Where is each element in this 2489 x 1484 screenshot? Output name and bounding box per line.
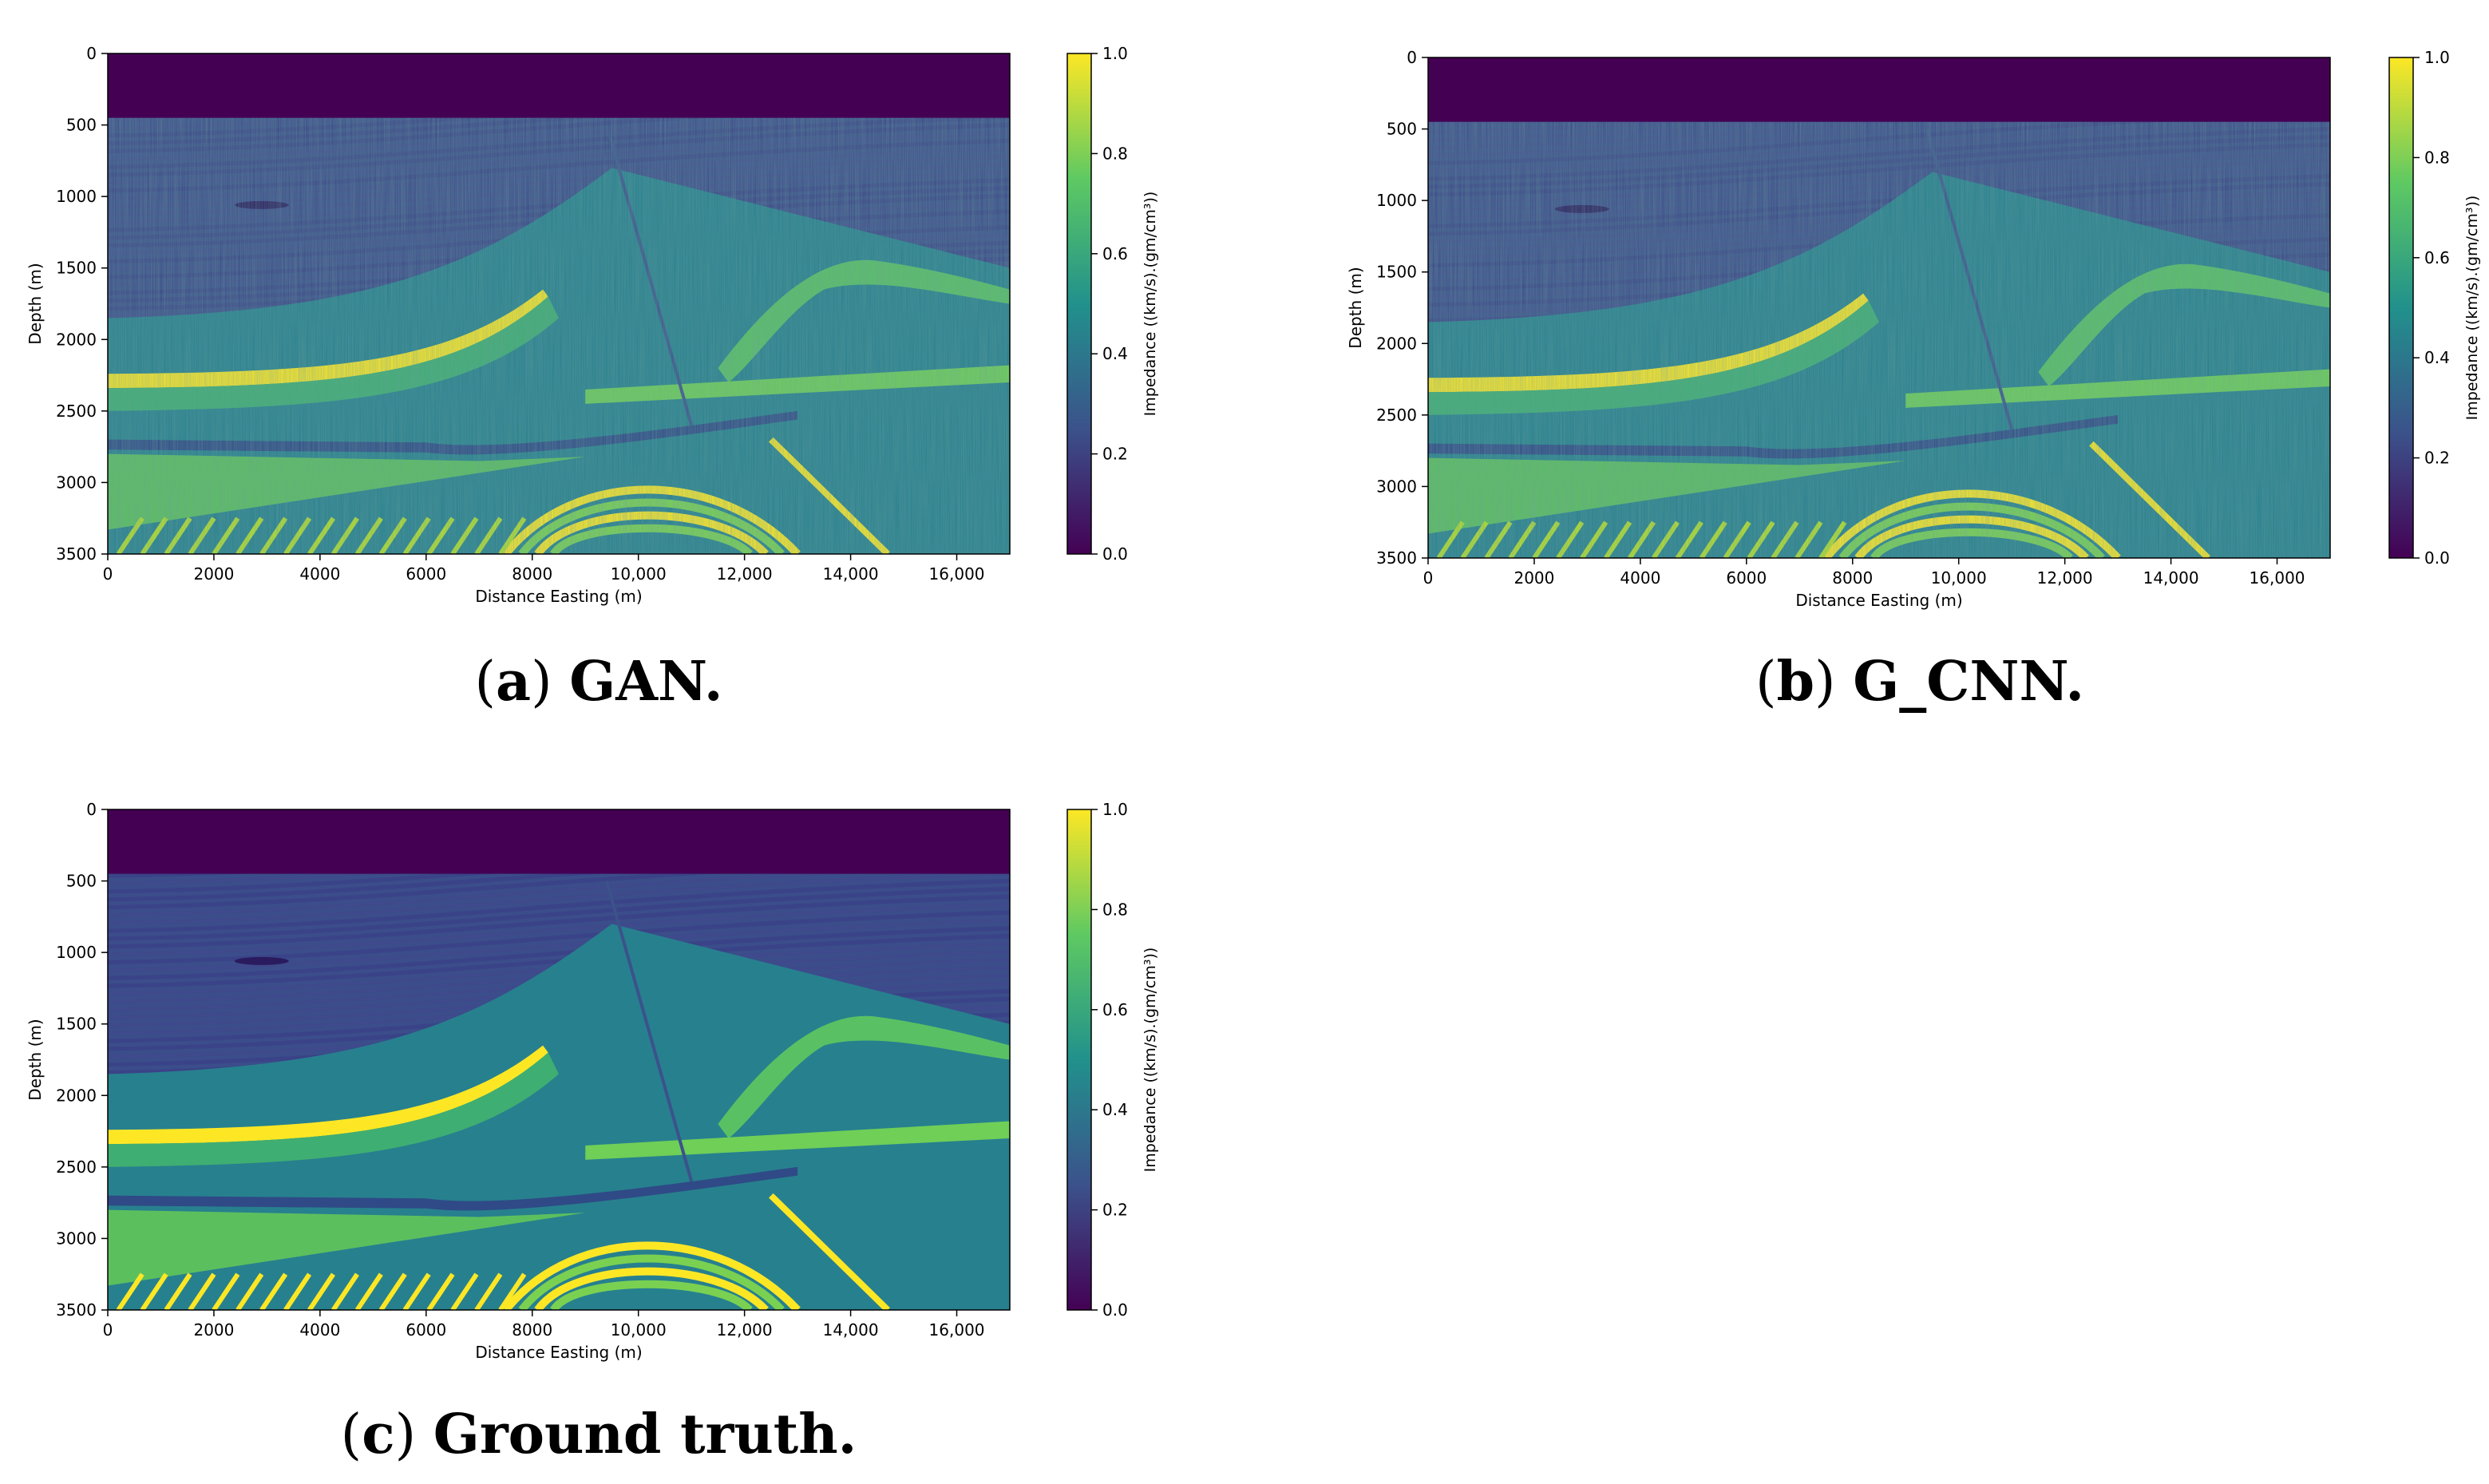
y-tick-label: 1000 bbox=[56, 943, 97, 962]
y-tick-label: 2500 bbox=[56, 402, 97, 421]
panel-c: 0 2000 4000 6000 8000 10,000 12,000 14,000 16,00… bbox=[26, 800, 1159, 1466]
x-tick-label: 4000 bbox=[299, 564, 340, 584]
panel-caption: (b) G_CNN. bbox=[1755, 650, 2084, 714]
y-tick-label: 0 bbox=[1407, 48, 1417, 67]
y-tick-label: 1000 bbox=[1376, 191, 1417, 210]
y-tick-label: 1500 bbox=[56, 259, 97, 278]
x-tick-label: 4000 bbox=[1620, 568, 1660, 588]
colorbar-tick-label: 0.0 bbox=[1102, 1300, 1128, 1320]
x-tick-label: 4000 bbox=[299, 1320, 340, 1340]
plot-frame bbox=[107, 809, 1011, 1311]
colorbar-label: Impedance ((km/s).(gm/cm³)) bbox=[2463, 196, 2481, 421]
y-tick-label: 2000 bbox=[1376, 334, 1417, 353]
y-tick-label: 3500 bbox=[56, 1300, 97, 1320]
x-tick-label: 16,000 bbox=[2250, 568, 2305, 588]
colorbar bbox=[2388, 57, 2414, 559]
panel-b: 0 2000 4000 6000 8000 10,000 12,000 14,000 16,00… bbox=[1346, 48, 2481, 714]
colorbar-tick-label: 0.0 bbox=[1102, 544, 1128, 564]
plot-frame bbox=[1427, 57, 2331, 559]
y-tick-label: 3000 bbox=[1376, 477, 1417, 496]
x-tick-label: 10,000 bbox=[1931, 568, 1987, 588]
heatmap-image bbox=[108, 809, 1010, 1310]
colorbar-tick-label: 0.8 bbox=[1102, 144, 1128, 163]
colorbar-tick-label: 0.4 bbox=[1102, 1100, 1128, 1119]
heatmap-image bbox=[108, 53, 1010, 554]
y-tick-label: 3500 bbox=[56, 544, 97, 564]
y-tick-label: 500 bbox=[1387, 120, 1417, 139]
x-axis-label: Distance Easting (m) bbox=[1795, 591, 1962, 610]
x-tick-label: 8000 bbox=[512, 1320, 552, 1340]
x-tick-label: 10,000 bbox=[611, 1320, 667, 1340]
x-tick-label: 0 bbox=[103, 1320, 113, 1340]
y-tick-label: 1500 bbox=[1376, 263, 1417, 282]
x-tick-label: 0 bbox=[1423, 568, 1434, 588]
x-tick-label: 2000 bbox=[193, 564, 234, 584]
panel-caption: (a) GAN. bbox=[474, 650, 722, 714]
y-axis-label: Depth (m) bbox=[1346, 267, 1365, 348]
heatmap-image bbox=[1428, 57, 2330, 558]
y-tick-label: 2500 bbox=[1376, 406, 1417, 425]
plot-frame bbox=[107, 53, 1011, 555]
colorbar bbox=[1066, 53, 1092, 555]
colorbar-label: Impedance ((km/s).(gm/cm³)) bbox=[1142, 192, 1159, 417]
x-tick-label: 12,000 bbox=[2037, 568, 2093, 588]
panel-caption: (c) Ground truth. bbox=[341, 1403, 857, 1466]
x-tick-label: 6000 bbox=[406, 564, 446, 584]
x-tick-label: 14,000 bbox=[823, 564, 879, 584]
y-tick-label: 0 bbox=[86, 44, 97, 63]
colorbar-label: Impedance ((km/s).(gm/cm³)) bbox=[1142, 948, 1159, 1173]
y-tick-label: 1000 bbox=[56, 187, 97, 206]
colorbar-tick-label: 0.4 bbox=[2424, 348, 2450, 367]
colorbar-tick-label: 0.8 bbox=[1102, 900, 1128, 919]
colorbar-tick-label: 1.0 bbox=[1102, 44, 1128, 63]
colorbar-tick-label: 1.0 bbox=[2424, 48, 2450, 67]
x-tick-label: 16,000 bbox=[929, 564, 985, 584]
y-tick-label: 500 bbox=[66, 872, 97, 891]
y-tick-label: 2000 bbox=[56, 1086, 97, 1105]
colorbar-tick-label: 0.6 bbox=[1102, 1000, 1128, 1019]
colorbar-tick-label: 1.0 bbox=[1102, 800, 1128, 819]
x-tick-label: 0 bbox=[103, 564, 113, 584]
y-axis-label: Depth (m) bbox=[26, 263, 45, 344]
colorbar-tick-label: 0.6 bbox=[1102, 244, 1128, 263]
y-tick-label: 3500 bbox=[1376, 548, 1417, 568]
x-tick-label: 14,000 bbox=[823, 1320, 879, 1340]
colorbar-tick-label: 0.8 bbox=[2424, 148, 2450, 167]
colorbar-tick-label: 0.4 bbox=[1102, 344, 1128, 363]
x-tick-label: 12,000 bbox=[717, 564, 773, 584]
x-axis-label: Distance Easting (m) bbox=[475, 587, 642, 606]
y-tick-label: 2500 bbox=[56, 1158, 97, 1177]
x-tick-label: 12,000 bbox=[717, 1320, 773, 1340]
x-tick-label: 8000 bbox=[1832, 568, 1873, 588]
x-tick-label: 6000 bbox=[406, 1320, 446, 1340]
x-tick-label: 2000 bbox=[193, 1320, 234, 1340]
x-tick-label: 14,000 bbox=[2143, 568, 2199, 588]
colorbar-tick-label: 0.2 bbox=[1102, 445, 1128, 464]
y-tick-label: 1500 bbox=[56, 1015, 97, 1034]
colorbar-tick-label: 0.0 bbox=[2424, 548, 2450, 568]
y-axis-label: Depth (m) bbox=[26, 1019, 45, 1100]
x-tick-label: 16,000 bbox=[929, 1320, 985, 1340]
y-tick-label: 0 bbox=[86, 800, 97, 819]
x-tick-label: 10,000 bbox=[611, 564, 667, 584]
x-tick-label: 6000 bbox=[1726, 568, 1767, 588]
colorbar bbox=[1066, 809, 1092, 1311]
colorbar-tick-label: 0.6 bbox=[2424, 248, 2450, 267]
colorbar-tick-label: 0.2 bbox=[1102, 1201, 1128, 1220]
panel-a: 0 2000 4000 6000 8000 10,000 12,000 14,000 16,00… bbox=[26, 44, 1159, 714]
y-tick-label: 3000 bbox=[56, 1229, 97, 1248]
colorbar-tick-label: 0.2 bbox=[2424, 449, 2450, 468]
x-tick-label: 8000 bbox=[512, 564, 552, 584]
x-axis-label: Distance Easting (m) bbox=[475, 1343, 642, 1362]
y-tick-label: 2000 bbox=[56, 330, 97, 349]
y-tick-label: 3000 bbox=[56, 473, 97, 492]
y-tick-label: 500 bbox=[66, 116, 97, 135]
x-tick-label: 2000 bbox=[1514, 568, 1554, 588]
